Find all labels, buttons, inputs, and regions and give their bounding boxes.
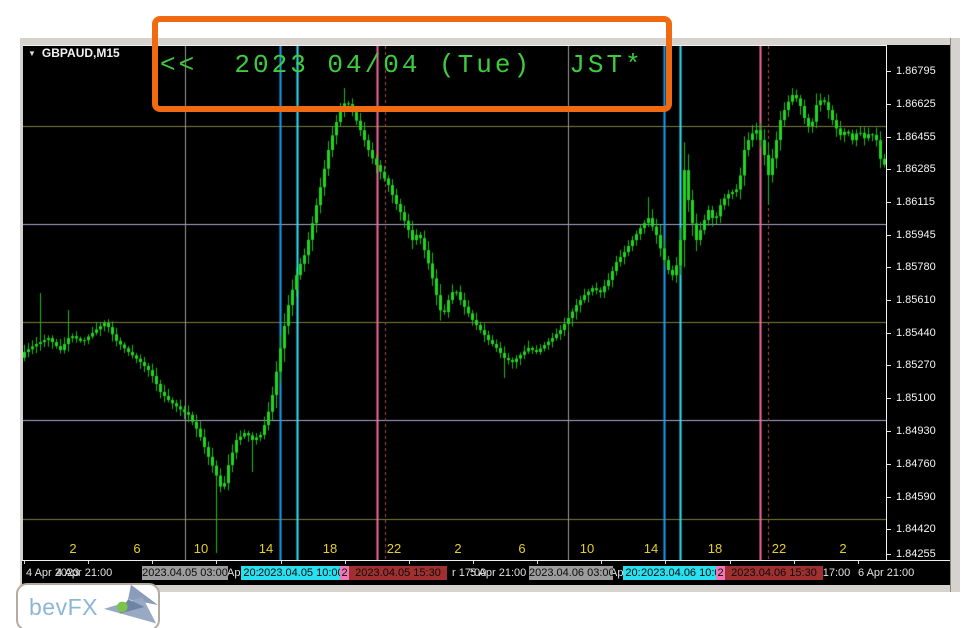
price-axis-label: 1.86795 [896,65,936,77]
jst-hour-label: 22 [386,541,402,556]
jst-hour-label: 10 [193,541,209,556]
time-axis-label: 5 Apr 21:00 [470,567,527,579]
price-axis-label: 1.86625 [896,98,936,110]
time-axis-tick [281,561,282,564]
session-time-tag: 2 [716,566,725,580]
session-time-tag: 2023.04.05 15:30 [349,566,447,580]
session-time-tag: 20: [241,566,261,580]
price-axis-label: 1.84760 [896,458,936,470]
orange-highlight-box [152,16,672,112]
time-axis-tick [537,561,538,564]
price-axis-tick [886,137,891,138]
price-axis-label: 1.85270 [896,359,936,371]
bird-logo-icon [103,584,158,624]
time-axis-label: 4 Apr 21:00 [56,567,113,579]
time-axis-tick [601,561,602,564]
time-axis-label: Apr [227,567,245,579]
time-axis-label: 6 Apr 21:00 [858,567,915,579]
price-axis-label: 1.86285 [896,163,936,175]
price-axis-label: 1.86455 [896,131,936,143]
time-axis-tick [216,561,217,564]
time-axis-tick [152,561,153,564]
time-axis-tick [473,561,474,564]
time-axis-tick [409,561,410,564]
price-axis-tick [886,464,891,465]
session-time-tag: 2023.04.06 03:00 [529,566,613,580]
price-axis-tick [886,267,891,268]
price-axis-tick [886,235,891,236]
session-time-tag: 2023.04.06 15:30 [725,566,823,580]
price-axis-label: 1.86115 [896,196,935,208]
price-chart-canvas[interactable] [22,46,886,560]
session-time-tag: 20: [623,566,643,580]
price-axis-label: 1.84590 [896,491,936,503]
time-axis-tick [88,561,89,564]
time-axis-tick [345,561,346,564]
price-axis-tick [886,169,891,170]
jst-hour-label: 2 [839,541,847,556]
price-axis[interactable] [886,45,950,585]
session-time-tag: 2023.04.06 10:00 [641,566,725,580]
plot-border-right [886,45,887,560]
time-axis-tick [794,561,795,564]
price-axis-tick [886,365,891,366]
date-annotation-text: << 2023 04/04 (Tue) JST* [160,50,644,80]
price-axis-tick [886,300,891,301]
price-axis-tick [886,529,891,530]
jst-hour-label: 2 [454,541,462,556]
price-axis-tick [886,71,891,72]
price-axis-label: 1.84255 [896,548,936,560]
price-axis-tick [886,554,891,555]
symbol-timeframe-label[interactable]: ▼ GBPAUD,M15 [28,46,120,60]
time-axis-label: 4 Apr 2023 [26,567,80,579]
symbol-label-text: GBPAUD,M15 [41,46,120,60]
time-axis-tick [24,561,25,564]
price-axis-tick [886,398,891,399]
jst-hour-label: 18 [707,541,723,556]
price-axis-tick [886,202,891,203]
session-time-tag: 2023.04.05 10:00 [258,566,342,580]
jst-hour-label: 14 [643,541,659,556]
window-right-border [950,38,951,592]
time-axis-label: Apr [610,567,628,579]
session-time-tag: 2023.04.05 03:00 [142,566,228,580]
price-axis-label: 1.85100 [896,392,936,404]
jst-hour-label: 18 [322,541,338,556]
time-axis-separator [22,560,950,561]
price-axis-tick [886,497,891,498]
time-axis-label: r 17:00 [452,567,487,579]
jst-hour-label: 6 [518,541,526,556]
triangle-down-icon[interactable]: ▼ [28,48,36,58]
jst-hour-label: 10 [579,541,595,556]
plot-border-left [22,45,23,560]
time-axis-tick [730,561,731,564]
price-axis-label: 1.84930 [896,425,936,437]
jst-hour-label: 6 [133,541,141,556]
price-axis-tick [886,333,891,334]
price-axis-tick [886,431,891,432]
price-axis-tick [886,104,891,105]
session-time-tag: 2 [340,566,349,580]
jst-hour-label: 14 [258,541,274,556]
bevfx-logo-text: bevFX [29,593,98,620]
price-axis-label: 1.84420 [896,523,936,535]
time-axis-tick [665,561,666,564]
bevfx-logo-badge: bevFX [16,583,160,628]
price-axis-label: 1.85945 [896,229,936,241]
jst-hour-label: 2 [69,541,77,556]
jst-hour-label: 22 [771,541,787,556]
price-axis-label: 1.85780 [896,261,936,273]
price-axis-label: 1.85610 [896,294,936,306]
price-axis-label: 1.85440 [896,327,936,339]
time-axis-tick [858,561,859,564]
plot-border-top [22,45,886,46]
